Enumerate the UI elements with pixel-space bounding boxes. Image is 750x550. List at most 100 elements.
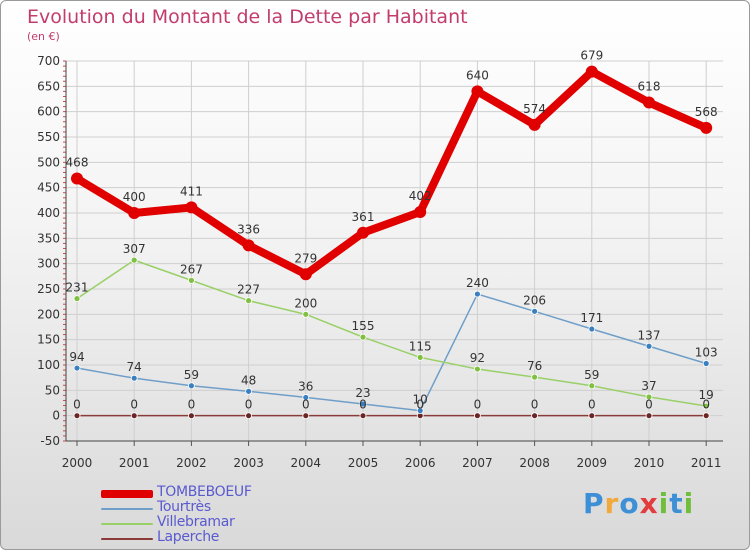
legend-item: Villebramar [101, 514, 321, 531]
data-label-villebramar: 200 [294, 296, 317, 310]
series-line-villebramar [76, 259, 707, 407]
data-point-tourtr-s [416, 407, 424, 415]
chart-title: Evolution du Montant de la Dette par Hab… [27, 6, 468, 28]
legend-label: Tourtrès [157, 499, 211, 515]
data-label-tombeboeuf: 679 [580, 49, 603, 63]
data-point-villebramar [130, 256, 138, 264]
data-point-villebramar [302, 310, 310, 318]
data-label-tourtr-s: 94 [69, 350, 84, 364]
y-tick-label: 0 [52, 409, 60, 423]
x-tick-label: 2006 [405, 456, 436, 470]
data-point-tourtr-s [302, 394, 310, 401]
data-point-villebramar [588, 382, 596, 390]
y-tick-label: 300 [37, 257, 60, 271]
data-label-villebramar: 227 [237, 283, 260, 297]
data-label-tombeboeuf: 618 [638, 80, 661, 94]
data-point-laperche [473, 412, 481, 420]
data-point-tombeboeuf [471, 85, 484, 98]
legend-label: TOMBEBOEUF [157, 484, 252, 500]
data-label-tourtr-s: 74 [127, 360, 142, 374]
data-point-tourtr-s [645, 342, 653, 350]
data-point-laperche [245, 412, 253, 420]
data-label-villebramar: 155 [352, 319, 375, 333]
data-point-villebramar [187, 276, 195, 284]
data-label-tourtr-s: 36 [298, 379, 313, 393]
legend-label: Villebramar [157, 514, 235, 530]
data-label-villebramar: 267 [180, 262, 203, 276]
data-label-tombeboeuf: 468 [66, 156, 89, 170]
data-label-laperche: 0 [359, 398, 367, 412]
data-point-villebramar [473, 365, 481, 373]
data-point-laperche [702, 412, 710, 420]
y-tick-label: 700 [37, 54, 60, 68]
data-point-tourtr-s [588, 325, 596, 333]
y-tick-label: 500 [37, 155, 60, 169]
data-point-laperche [302, 412, 310, 420]
x-tick-label: 2009 [577, 456, 608, 470]
x-tick-label: 2002 [176, 456, 207, 470]
data-label-laperche: 0 [588, 398, 596, 412]
data-label-tombeboeuf: 568 [695, 105, 718, 119]
y-tick-label: 600 [37, 105, 60, 119]
data-label-villebramar: 231 [66, 281, 89, 295]
y-tick-label: 100 [37, 358, 60, 372]
x-tick-label: 2001 [119, 456, 150, 470]
data-point-villebramar [245, 297, 253, 305]
data-point-tourtr-s [187, 382, 195, 390]
chart-unit-label: (en €) [27, 30, 60, 43]
data-point-tombeboeuf [585, 65, 598, 78]
series-line-tourtr-s [76, 293, 707, 412]
data-point-laperche [588, 412, 596, 420]
series-line-tombeboeuf [73, 67, 711, 279]
data-label-tourtr-s: 171 [580, 311, 603, 325]
data-point-tombeboeuf [242, 239, 255, 252]
data-point-tourtr-s [473, 290, 481, 298]
logo-letter: i [658, 487, 670, 520]
x-tick-label: 2011 [691, 456, 722, 470]
proxiti-logo: Proxiti [583, 487, 694, 520]
y-tick-label: 50 [45, 383, 60, 397]
data-label-tourtr-s: 240 [466, 276, 489, 290]
legend-label: Laperche [157, 529, 220, 545]
data-label-tourtr-s: 59 [184, 368, 199, 382]
x-tick-label: 2004 [291, 456, 322, 470]
data-point-laperche [359, 412, 367, 420]
data-point-villebramar [73, 295, 81, 303]
data-point-tourtr-s [245, 387, 253, 395]
data-point-tombeboeuf [528, 118, 541, 131]
y-tick-label: 400 [37, 206, 60, 220]
data-point-villebramar [645, 393, 653, 401]
data-label-tombeboeuf: 574 [523, 102, 546, 116]
y-tick-label: 350 [37, 231, 60, 245]
data-label-laperche: 0 [531, 398, 539, 412]
data-label-laperche: 0 [130, 398, 138, 412]
y-tick-label: 250 [37, 282, 60, 296]
y-tick-label: 650 [37, 79, 60, 93]
logo-letter: i [683, 487, 695, 520]
data-label-laperche: 0 [416, 398, 424, 412]
data-point-tourtr-s [359, 400, 367, 408]
data-label-laperche: 0 [702, 398, 710, 412]
y-tick-label: 200 [37, 307, 60, 321]
data-label-tombeboeuf: 640 [466, 68, 489, 82]
y-tick-label: 450 [37, 181, 60, 195]
data-label-tourtr-s: 137 [638, 328, 661, 342]
data-label-laperche: 0 [73, 398, 81, 412]
legend-item: TOMBEBOEUF [101, 484, 321, 501]
chart-legend: TOMBEBOEUF Tourtrès Villebramar Laperche [101, 484, 321, 546]
data-point-laperche [130, 412, 138, 420]
data-point-laperche [531, 412, 538, 420]
data-point-laperche [187, 412, 195, 420]
data-label-villebramar: 59 [584, 368, 599, 382]
data-label-laperche: 0 [188, 398, 196, 412]
data-label-villebramar: 307 [123, 242, 146, 256]
logo-letter: t [669, 487, 684, 520]
data-label-tourtr-s: 48 [241, 373, 256, 387]
data-point-laperche [645, 412, 653, 420]
data-label-tombeboeuf: 402 [409, 189, 432, 203]
y-tick-label: 150 [37, 333, 60, 347]
x-tick-label: 2000 [62, 456, 93, 470]
data-label-laperche: 0 [302, 398, 310, 412]
y-tick-label: 550 [37, 130, 60, 144]
x-tick-label: 2010 [634, 456, 665, 470]
